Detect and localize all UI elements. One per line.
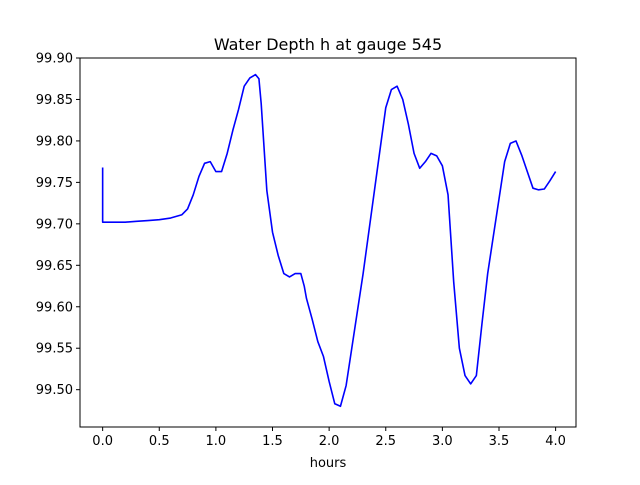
y-tick-label: 99.80 — [36, 134, 73, 149]
x-tick-label: 0.0 — [92, 434, 113, 449]
series-line-0 — [101, 73, 557, 408]
plot-frame — [79, 57, 577, 428]
y-tick-label: 99.75 — [36, 176, 73, 191]
y-tick-label: 99.55 — [36, 342, 73, 357]
series-layer — [101, 73, 557, 408]
x-tick-label: 3.0 — [432, 434, 453, 449]
y-tick-label: 99.85 — [36, 93, 73, 108]
x-axis-ticks: 0.0 0.5 1.0 1.5 2.0 2.5 3.0 3.5 4.0 — [92, 427, 566, 449]
x-tick-label: 4.0 — [545, 434, 566, 449]
x-tick-label: 2.0 — [319, 434, 340, 449]
y-tick-label: 99.65 — [36, 259, 73, 274]
y-tick-label: 99.60 — [36, 300, 73, 315]
y-axis-ticks: 99.50 99.55 99.60 99.65 99.70 99.75 99.80 99.85… — [36, 52, 80, 398]
y-tick-label: 99.50 — [36, 383, 73, 398]
x-tick-label: 1.0 — [206, 434, 227, 449]
x-tick-label: 1.5 — [262, 434, 283, 449]
x-axis-label: hours — [310, 456, 347, 471]
chart-title: Water Depth h at gauge 545 — [214, 35, 442, 54]
x-tick-label: 0.5 — [149, 434, 170, 449]
x-tick-label: 3.5 — [489, 434, 510, 449]
y-tick-label: 99.90 — [36, 52, 73, 67]
y-tick-label: 99.70 — [36, 217, 73, 232]
x-tick-label: 2.5 — [375, 434, 396, 449]
